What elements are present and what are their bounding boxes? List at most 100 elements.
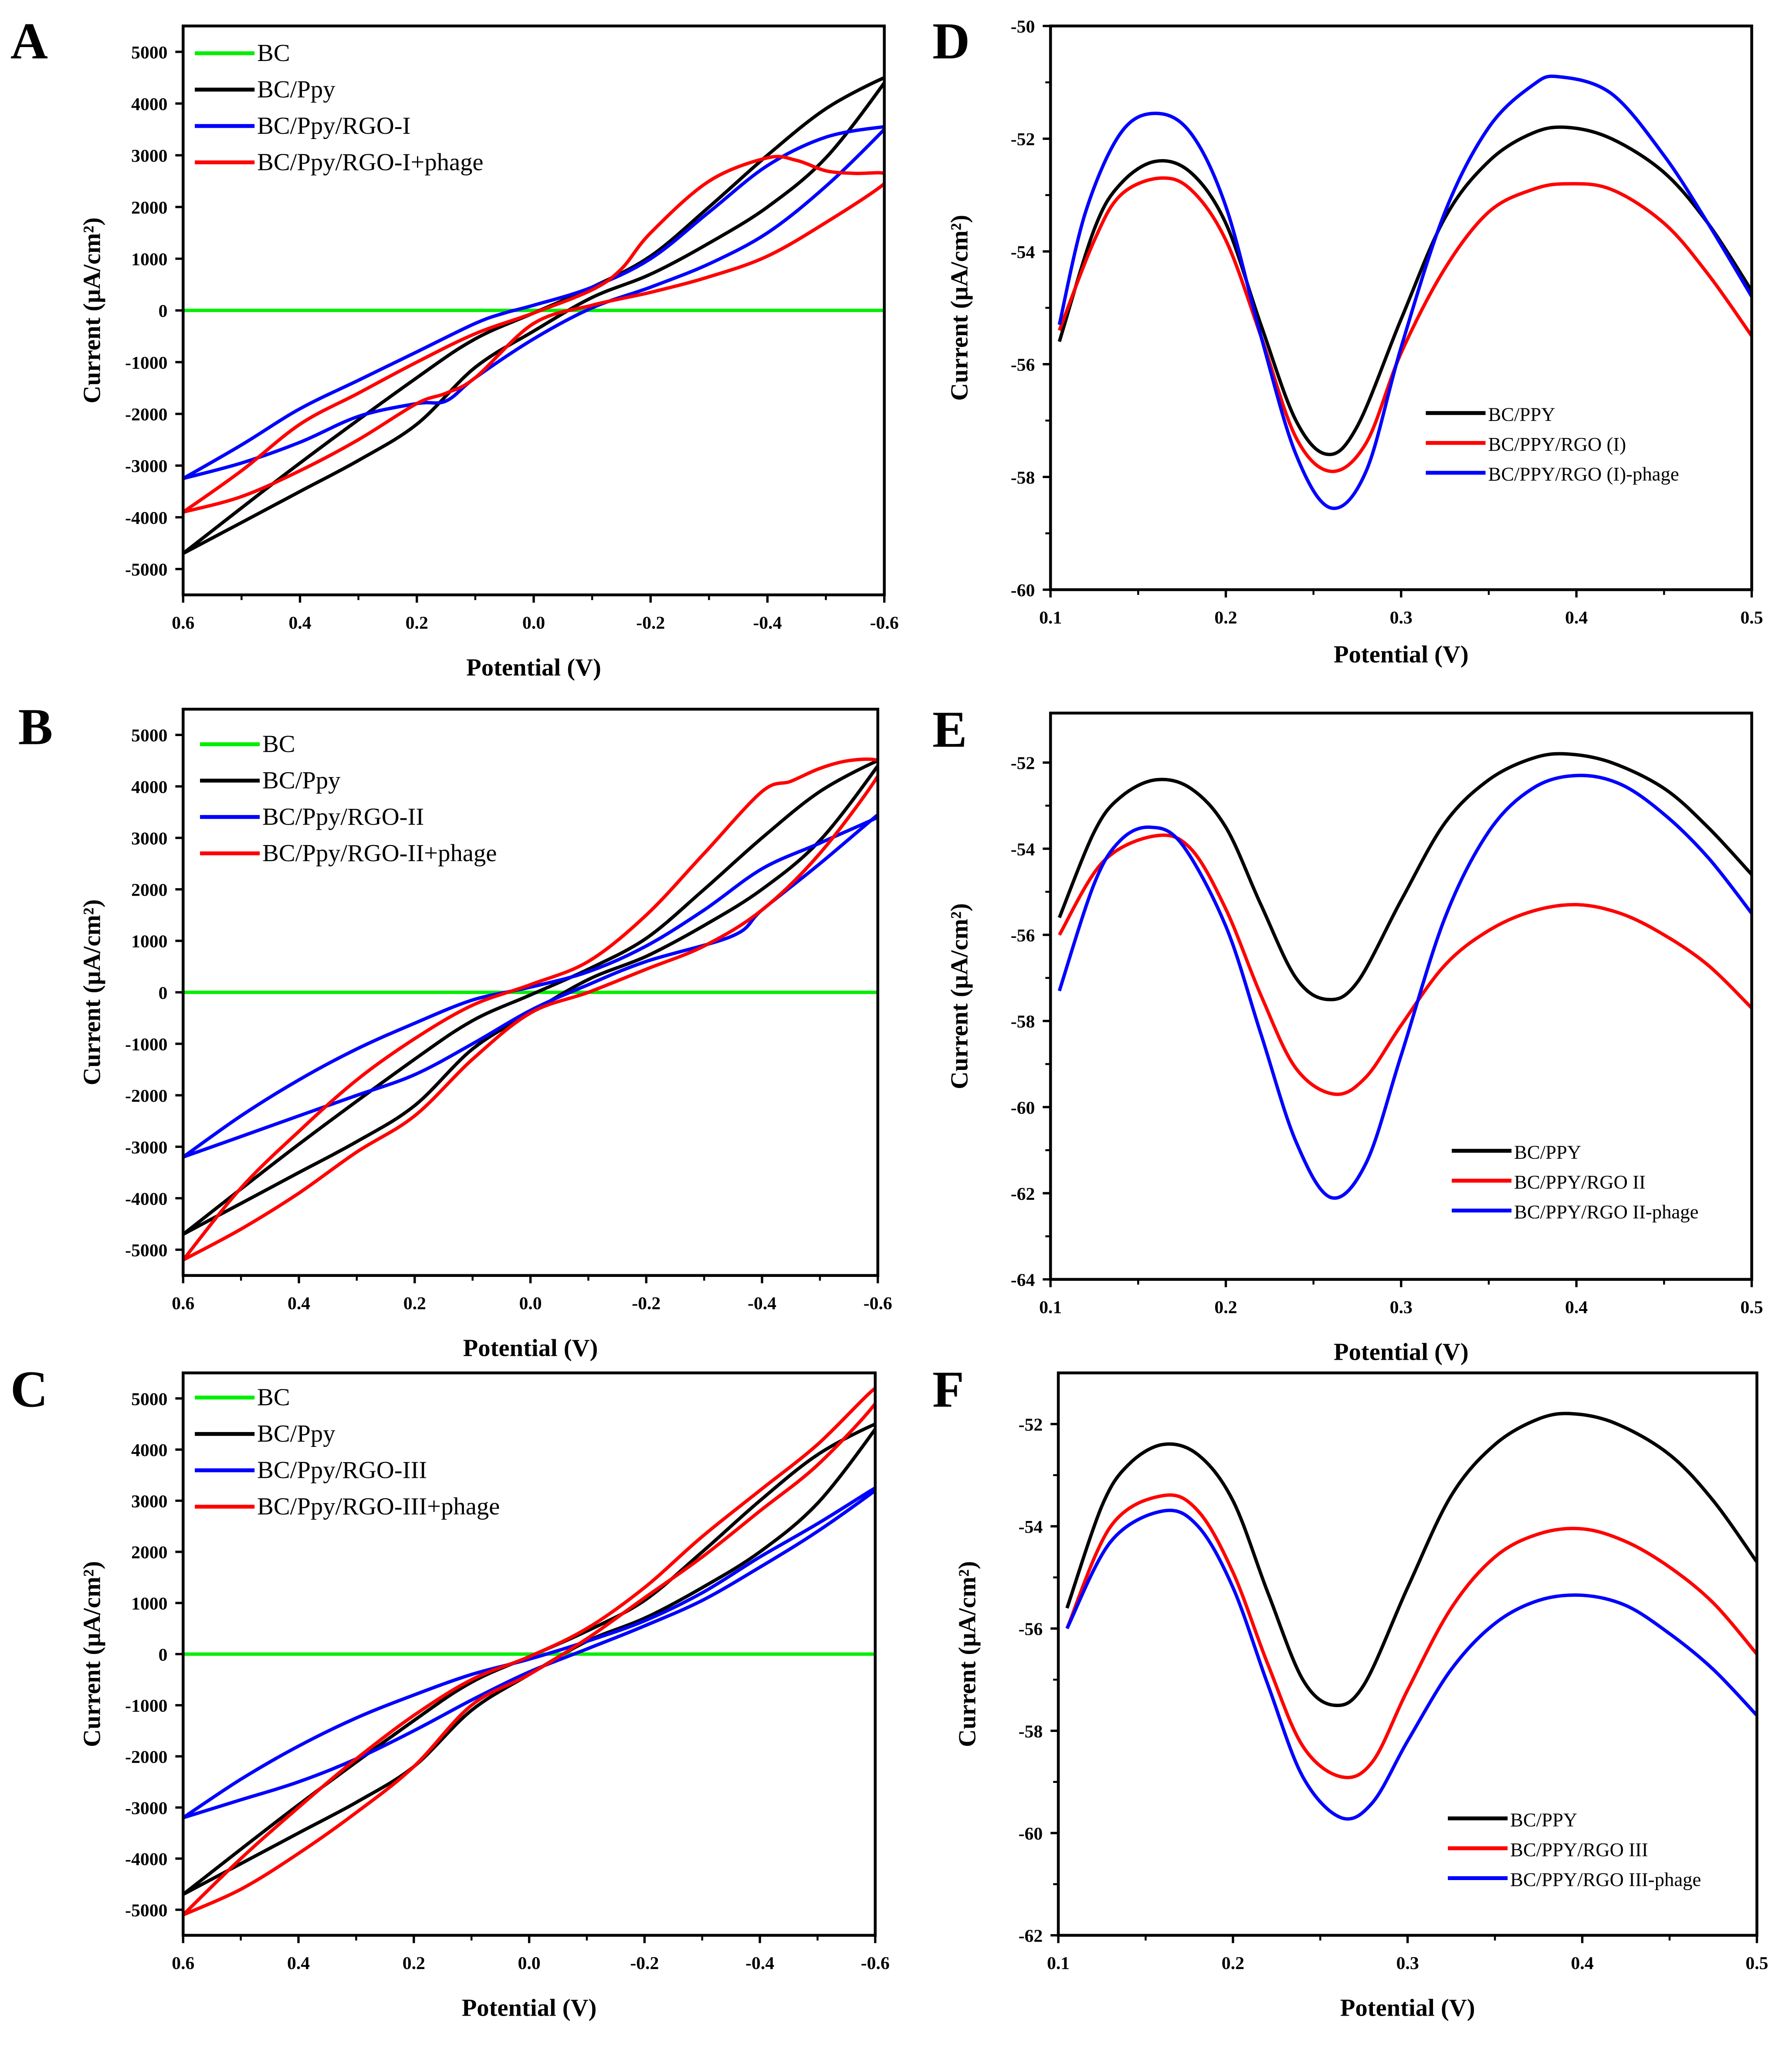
series-line-2	[1057, 774, 1752, 1200]
y-tick-label: 1000	[131, 1594, 167, 1614]
y-tick-label: -3000	[125, 1798, 167, 1818]
legend-label: BC/PPY/RGO III-phage	[1510, 1868, 1701, 1890]
x-tick-label: 0.6	[172, 613, 194, 633]
y-tick-label: -58	[1011, 1012, 1035, 1032]
y-tick-label: -52	[1011, 754, 1035, 774]
x-tick-label: -0.6	[864, 1293, 892, 1314]
x-axis-label: Potential (V)	[462, 1994, 597, 2021]
panel-a: A BC BC/Ppy BC/Ppy/RGO-I BC/Ppy/RGO-I+phage 0…	[10, 12, 899, 681]
panel-label: F	[932, 1361, 964, 1418]
x-axis-label: Potential (V)	[463, 1334, 598, 1361]
x-tick-label: 0.3	[1390, 1297, 1413, 1317]
panel-e: E BC/PPY BC/PPY/RGO II BC/PPY/RGO II-phage 0…	[932, 701, 1763, 1366]
panel-label: C	[10, 1361, 48, 1418]
y-tick-label: 0	[159, 983, 168, 1003]
y-tick-label: -56	[1019, 1619, 1043, 1640]
x-tick-label: 0.5	[1745, 1953, 1768, 1973]
y-tick-label: -54	[1019, 1517, 1043, 1537]
x-tick-label: -0.2	[636, 613, 665, 633]
series-line-1	[183, 75, 884, 555]
x-tick-label: 0.2	[1214, 608, 1237, 628]
legend-label: BC	[257, 1384, 290, 1411]
y-tick-label: -4000	[125, 1189, 167, 1209]
y-tick-label: -3000	[125, 1137, 167, 1158]
series-line-1	[1058, 833, 1752, 1096]
y-tick-label: -54	[1011, 839, 1035, 859]
y-tick-label: -5000	[125, 1241, 167, 1261]
y-axis-label: Current (μA/cm²)	[79, 217, 106, 404]
y-axis-label: Current (μA/cm²)	[946, 215, 973, 401]
legend-label: BC/PPY/RGO III	[1510, 1839, 1648, 1860]
x-axis-label: Potential (V)	[466, 654, 601, 681]
x-tick-label: -0.2	[632, 1293, 661, 1314]
x-tick-label: 0.0	[519, 1293, 542, 1314]
y-tick-label: 4000	[131, 1440, 167, 1460]
legend-label: BC/Ppy/RGO-II	[262, 804, 424, 831]
series-line-1	[183, 758, 878, 1236]
y-tick-label: -5000	[125, 560, 167, 580]
y-tick-label: -4000	[125, 1850, 167, 1870]
series-line-0	[1057, 125, 1752, 456]
legend-label: BC/PPY	[1488, 404, 1555, 425]
x-tick-label: 0.4	[288, 613, 311, 633]
y-tick-label: 0	[159, 1645, 168, 1665]
legend-label: BC/Ppy/RGO-III	[257, 1457, 427, 1484]
y-tick-label: -52	[1019, 1415, 1043, 1435]
y-tick-label: 2000	[131, 198, 167, 218]
x-tick-label: -0.2	[630, 1953, 659, 1973]
x-axis-label: Potential (V)	[1334, 641, 1469, 668]
legend-label: BC/Ppy	[257, 76, 335, 103]
x-tick-label: 0.2	[406, 613, 428, 633]
y-tick-label: 3000	[131, 1491, 167, 1511]
plot-frame	[1049, 711, 1753, 1281]
series-line-2	[1057, 75, 1752, 510]
legend-label: BC/Ppy/RGO-III+phage	[257, 1493, 500, 1520]
x-axis-label: Potential (V)	[1334, 1338, 1469, 1365]
y-tick-label: 3000	[131, 146, 167, 166]
y-tick-label: -1000	[125, 1035, 167, 1055]
plot-frame	[1049, 24, 1753, 591]
y-tick-label: -50	[1011, 17, 1035, 37]
x-tick-label: 0.2	[1222, 1953, 1244, 1973]
x-tick-label: -0.4	[748, 1293, 776, 1314]
y-tick-label: 4000	[131, 95, 167, 115]
panel-f: F BC/PPY BC/PPY/RGO III BC/PPY/RGO III-phag…	[932, 1361, 1768, 2022]
legend-label: BC/PPY/RGO (I)-phage	[1488, 463, 1679, 485]
series-line-3	[183, 757, 878, 1262]
x-tick-label: 0.1	[1039, 1297, 1062, 1317]
y-tick-label: 2000	[131, 880, 167, 900]
y-tick-label: 4000	[131, 777, 167, 797]
x-tick-label: 0.5	[1740, 1297, 1763, 1317]
y-tick-label: 2000	[131, 1543, 167, 1563]
x-tick-label: 0.2	[403, 1953, 425, 1973]
y-tick-label: -58	[1019, 1721, 1043, 1741]
x-tick-label: 0.4	[1565, 608, 1588, 628]
x-tick-label: -0.4	[745, 1953, 774, 1973]
y-tick-label: -60	[1011, 1098, 1035, 1118]
legend-label: BC	[257, 40, 290, 67]
x-tick-label: 0.5	[1740, 608, 1763, 628]
legend-label: BC/PPY/RGO II	[1514, 1171, 1646, 1193]
y-axis-label: Current (μA/cm²)	[79, 900, 106, 1086]
legend-label: BC/PPY	[1510, 1809, 1577, 1830]
panel-label: A	[10, 12, 48, 70]
x-tick-label: 0.1	[1047, 1953, 1070, 1973]
legend-label: BC	[262, 731, 295, 758]
series-line-3	[183, 1386, 875, 1917]
y-tick-label: -60	[1019, 1824, 1043, 1844]
series-line-2	[183, 125, 884, 480]
x-tick-label: 0.4	[288, 1293, 310, 1314]
y-tick-label: -62	[1011, 1184, 1035, 1204]
x-tick-label: 0.4	[1571, 1953, 1594, 1973]
y-tick-label: -60	[1011, 580, 1035, 601]
legend-label: BC/PPY	[1514, 1141, 1581, 1163]
y-tick-label: -56	[1011, 926, 1035, 946]
x-tick-label: -0.6	[870, 613, 899, 633]
series-line-2	[183, 1486, 875, 1820]
x-tick-label: 0.3	[1390, 608, 1413, 628]
y-tick-label: 1000	[131, 250, 167, 270]
legend-label: BC/PPY/RGO (I)	[1488, 433, 1626, 455]
series-line-1	[1057, 176, 1752, 473]
legend-label: BC/PPY/RGO II-phage	[1514, 1201, 1698, 1223]
